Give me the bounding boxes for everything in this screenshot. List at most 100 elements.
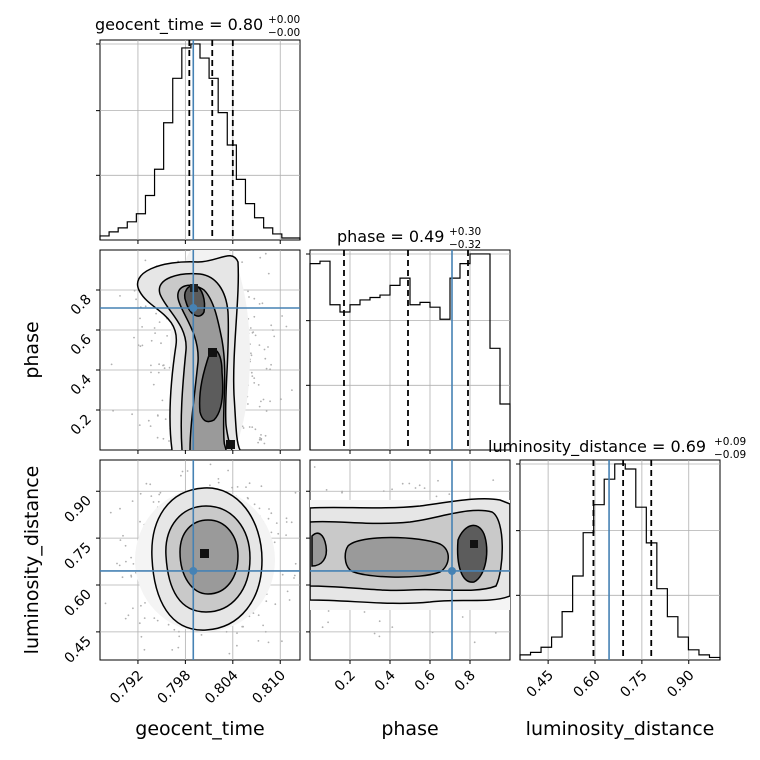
sample-point xyxy=(253,503,256,506)
sample-point xyxy=(294,491,297,494)
sample-point xyxy=(494,632,497,634)
title-geocent-time-sub: −0.00 xyxy=(268,27,300,39)
sample-point xyxy=(290,521,293,524)
sample-point xyxy=(158,493,161,496)
sample-point xyxy=(265,410,268,412)
sample-point xyxy=(321,626,324,629)
sample-point xyxy=(492,479,495,481)
sample-point xyxy=(247,403,249,405)
sample-point xyxy=(110,363,113,366)
sample-point xyxy=(158,363,161,366)
sample-point xyxy=(268,508,270,510)
sample-point xyxy=(258,303,261,305)
sample-point xyxy=(118,564,121,567)
tick-label-geocent_time: 0.792 xyxy=(107,668,147,708)
title-luminosity-distance-sup: +0.09 xyxy=(714,436,746,448)
sample-point xyxy=(325,489,328,491)
sample-point xyxy=(414,487,417,489)
sample-point xyxy=(138,424,141,426)
sample-point xyxy=(280,398,282,401)
sample-point xyxy=(180,474,182,477)
sample-point xyxy=(327,621,329,624)
sample-point xyxy=(181,470,184,473)
sample-point xyxy=(119,539,122,541)
sample-point xyxy=(272,329,274,331)
sample-point xyxy=(104,602,107,605)
tick-label-geocent_time: 0.804 xyxy=(202,667,242,707)
density-peak-3 xyxy=(226,440,235,449)
sample-point xyxy=(231,486,234,489)
sample-point xyxy=(147,419,150,422)
sample-point xyxy=(291,389,293,391)
sample-point xyxy=(378,635,381,638)
sample-point xyxy=(281,315,283,317)
ylabel-phase: phase xyxy=(21,321,43,378)
tick-label-phase: 0.6 xyxy=(68,331,95,358)
tick-label-phase: 0.4 xyxy=(372,667,399,694)
sample-point xyxy=(313,466,316,468)
sample-point xyxy=(262,398,265,401)
sample-point xyxy=(150,371,152,374)
sample-point xyxy=(273,335,276,338)
sample-point xyxy=(285,325,288,328)
title-geocent-time-sup: +0.00 xyxy=(268,14,300,26)
sample-point xyxy=(109,511,112,514)
sample-point xyxy=(152,501,155,503)
sample-point xyxy=(247,290,249,293)
axis-labels: geocent_time phase luminosity_distance p… xyxy=(21,321,714,740)
sample-point xyxy=(274,603,277,606)
tick-label-luminosity_distance: 0.60 xyxy=(61,587,94,620)
sample-point xyxy=(250,371,253,374)
sample-point xyxy=(133,336,135,339)
sample-point xyxy=(264,434,267,437)
sample-point xyxy=(133,289,136,292)
contour-inner-3 xyxy=(456,524,488,583)
sample-point xyxy=(225,630,228,633)
sample-point xyxy=(209,463,212,466)
title-phase-sup: +0.30 xyxy=(449,226,481,238)
sample-point xyxy=(473,641,476,644)
sample-point xyxy=(293,577,295,579)
xlabel-phase: phase xyxy=(381,718,438,740)
sample-point xyxy=(273,541,276,544)
sample-point xyxy=(288,599,291,601)
sample-point xyxy=(131,500,134,502)
panel-hist-luminosity-distance xyxy=(519,459,721,661)
histogram-layer xyxy=(99,40,721,660)
ylabel-luminosity-distance: luminosity_distance xyxy=(21,466,43,655)
sample-point xyxy=(119,295,121,297)
sample-point xyxy=(253,382,256,384)
sample-point xyxy=(293,574,296,577)
sample-point xyxy=(145,482,148,485)
sample-point xyxy=(461,616,464,618)
sample-point xyxy=(155,312,158,315)
sample-point xyxy=(178,630,180,633)
sample-point xyxy=(259,437,261,439)
sample-point xyxy=(144,259,147,262)
sample-point xyxy=(270,324,273,327)
sample-point xyxy=(236,644,238,647)
sample-point xyxy=(143,648,146,651)
sample-point xyxy=(267,641,270,644)
title-luminosity-distance: luminosity_distance = 0.69 xyxy=(488,437,706,457)
sample-point xyxy=(260,400,262,403)
sample-point xyxy=(261,302,264,305)
xlabel-geocent-time: geocent_time xyxy=(135,718,264,740)
sample-point xyxy=(167,623,170,626)
sample-point xyxy=(149,425,152,427)
sample-point xyxy=(162,437,165,440)
sample-point xyxy=(139,520,141,523)
sample-point xyxy=(227,469,230,472)
sample-point xyxy=(166,335,169,337)
sample-point xyxy=(121,576,124,579)
sample-point xyxy=(149,483,152,486)
density-distance-vs-geocent-time xyxy=(135,487,275,632)
sample-point xyxy=(157,415,159,417)
sample-point xyxy=(254,334,257,337)
density-peak-1 xyxy=(208,348,217,357)
sample-point xyxy=(217,478,220,480)
hist-step-geocent_time xyxy=(99,43,301,240)
sample-point xyxy=(262,624,264,627)
sample-point xyxy=(378,620,381,623)
truth-lines xyxy=(100,40,610,660)
